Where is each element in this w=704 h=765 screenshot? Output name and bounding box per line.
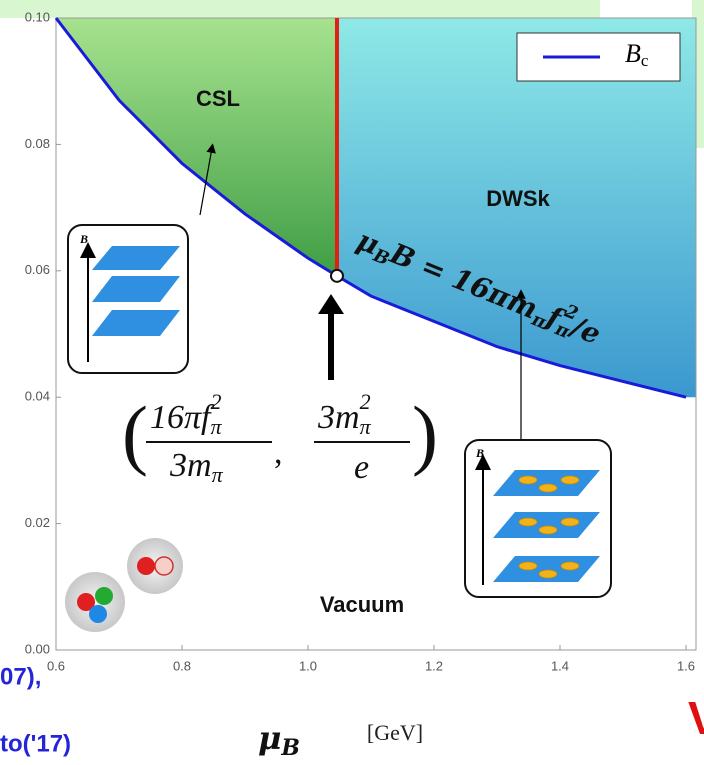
y-tick-label: 0.04 — [25, 389, 50, 404]
slide-text: V — [688, 692, 704, 744]
inset-csl: B — [68, 225, 188, 373]
x-tick-label: 1.4 — [551, 658, 569, 673]
fraction-part: π — [360, 414, 372, 439]
fraction-part: π — [212, 462, 224, 487]
y-tick-label: 0.02 — [25, 515, 50, 530]
fraction-part: 3m — [317, 399, 360, 436]
hadron-icons — [65, 538, 183, 632]
slide-text: 07), — [0, 663, 41, 690]
y-tick-label: 0.00 — [25, 641, 50, 656]
fraction-part: 3m — [169, 447, 212, 484]
fraction-part: 16πfπ2 — [150, 389, 222, 439]
critical-label: ( 16πfπ2 3mπ , 3mπ2 e ) — [122, 389, 438, 487]
legend: Bc — [517, 33, 680, 81]
inset-dwsk: B — [465, 440, 611, 597]
chart: 0.00 0.02 0.04 0.06 0.08 0.10 0.6 0.8 1.0 1.2 1.4 1… — [0, 0, 704, 760]
region-label: CSL — [196, 86, 240, 111]
slide-text: to('17) — [0, 730, 71, 757]
inset-label: B — [79, 232, 88, 246]
x-tick-label: 1.2 — [425, 658, 443, 673]
fraction-part: 2 — [360, 389, 371, 414]
y-tick-label: 0.08 — [25, 136, 50, 151]
fraction-part: 3mπ2 — [317, 389, 372, 439]
slide-panel — [0, 0, 600, 18]
arrow-head — [318, 294, 344, 314]
region-label: Vacuum — [320, 592, 404, 617]
y-tick-label: 0.06 — [25, 262, 50, 277]
legend-sub: c — [641, 51, 649, 70]
x-tick-label: 0.8 — [173, 658, 191, 673]
critical-point — [331, 270, 343, 282]
legend-text: B — [625, 39, 641, 68]
fraction-part: π — [210, 414, 222, 439]
fraction-part: 3mπ — [169, 447, 224, 487]
fraction-part: e — [354, 449, 369, 486]
x-tick-label: 1.6 — [677, 658, 695, 673]
y-tick-label: 0.10 — [25, 9, 50, 24]
x-label-sub: B — [280, 735, 300, 760]
fraction-part: 16πf — [150, 399, 215, 436]
comma: , — [274, 434, 283, 471]
x-tick-label: 1.0 — [299, 658, 317, 673]
x-tick-label: 0.6 — [47, 658, 65, 673]
fraction-part: 2 — [211, 389, 222, 414]
region-label: DWSk — [486, 186, 550, 211]
x-unit: [GeV] — [367, 720, 423, 745]
x-label-main: μ — [258, 719, 281, 757]
inset-label: B — [475, 446, 484, 460]
x-label: μB — [258, 719, 300, 761]
paren: ) — [412, 390, 438, 477]
paren: ( — [122, 390, 148, 477]
